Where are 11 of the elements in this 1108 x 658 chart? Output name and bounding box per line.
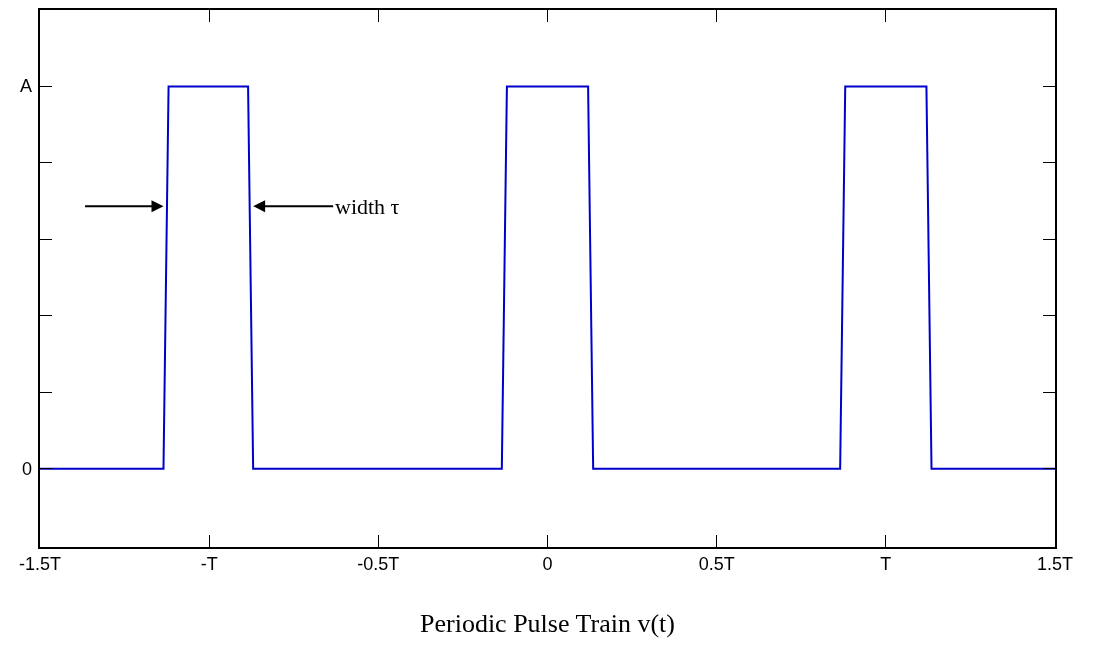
x-tick-label: 0 — [542, 554, 553, 575]
x-tick-label: T — [880, 554, 892, 575]
annotation: width τ — [335, 194, 400, 219]
x-tick-label: -0.5T — [357, 554, 400, 575]
x-tick-label: 1.5T — [1036, 554, 1074, 575]
x-tick-label: -1.5T — [18, 554, 62, 575]
x-axis-title: Periodic Pulse Train v(t) — [420, 608, 675, 638]
text: A — [20, 76, 33, 96]
text: 0 — [22, 459, 33, 479]
x-tick-label: 0.5T — [698, 554, 735, 575]
x-tick-label: -T — [200, 554, 218, 575]
